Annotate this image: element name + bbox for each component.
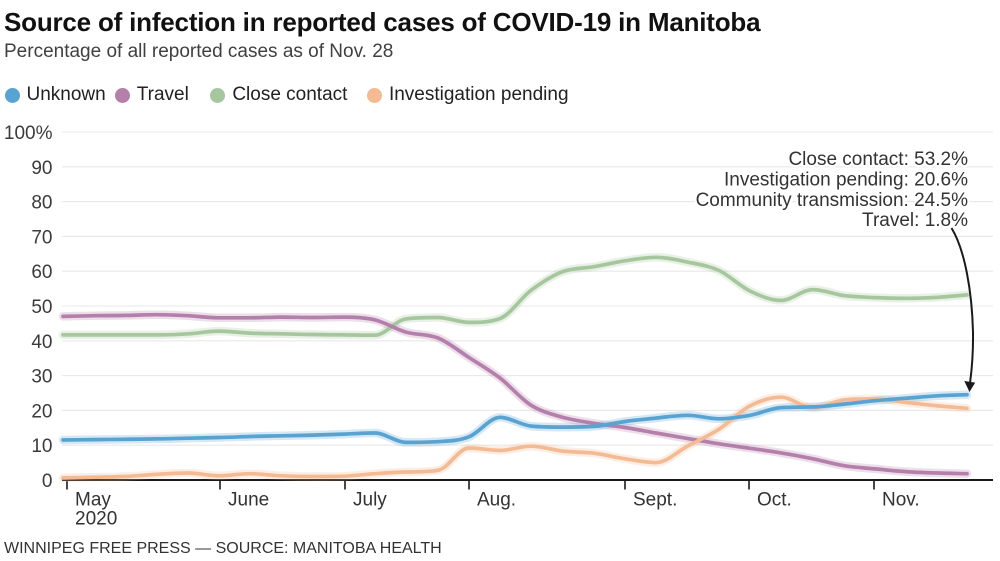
svg-text:May: May (75, 490, 111, 511)
svg-text:WINNIPEG FREE PRESS — SOURCE:: WINNIPEG FREE PRESS — SOURCE: MANITOBA H… (4, 540, 442, 557)
svg-text:Community transmission: 24.5%: Community transmission: 24.5% (696, 190, 969, 211)
svg-text:20: 20 (31, 401, 52, 422)
svg-text:Aug.: Aug. (477, 490, 516, 511)
svg-text:Oct.: Oct. (757, 490, 792, 511)
svg-text:Close contact: 53.2%: Close contact: 53.2% (788, 149, 968, 170)
svg-text:Nov.: Nov. (882, 490, 920, 511)
svg-text:10: 10 (31, 436, 52, 457)
svg-text:Sept.: Sept. (633, 490, 677, 511)
svg-text:40: 40 (31, 332, 52, 353)
svg-text:0: 0 (42, 471, 53, 492)
svg-text:90: 90 (31, 158, 52, 179)
svg-text:2020: 2020 (75, 509, 117, 530)
svg-text:100%: 100% (4, 123, 53, 144)
svg-text:50: 50 (31, 297, 52, 318)
svg-text:Travel: 1.8%: Travel: 1.8% (862, 210, 968, 231)
svg-text:June: June (228, 490, 269, 511)
svg-text:70: 70 (31, 227, 52, 248)
svg-text:July: July (353, 490, 387, 511)
svg-text:30: 30 (31, 367, 52, 388)
svg-text:60: 60 (31, 262, 52, 283)
svg-text:80: 80 (31, 193, 52, 214)
svg-text:Investigation pending: 20.6%: Investigation pending: 20.6% (724, 170, 968, 191)
